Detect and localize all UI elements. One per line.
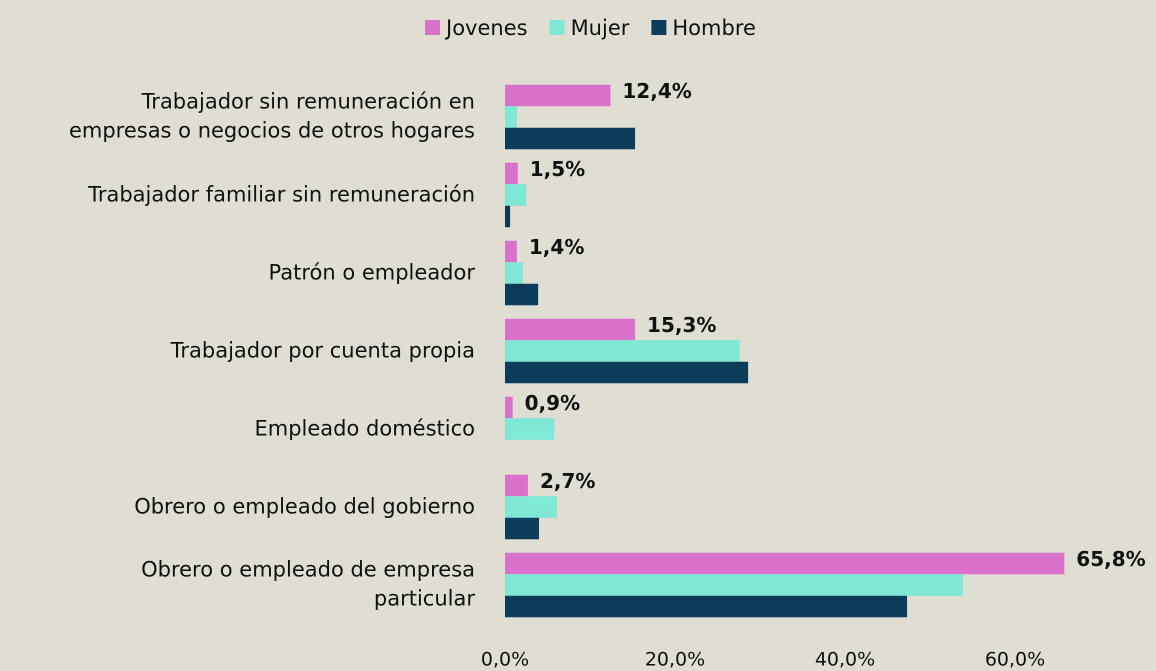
data-label: 1,5%	[530, 157, 585, 181]
bar	[505, 84, 611, 107]
x-tick-label: 0,0%	[481, 649, 529, 671]
bar	[505, 283, 539, 306]
bar	[505, 474, 528, 497]
y-tick-label: Trabajador por cuenta propia	[170, 338, 475, 363]
y-tick-label: Patrón o empleador	[268, 260, 476, 285]
legend-swatch	[425, 20, 440, 35]
bar	[505, 240, 517, 263]
x-tick-label: 20,0%	[645, 649, 705, 671]
bar	[505, 418, 555, 440]
y-tick-label: Trabajador sin remuneración en empresas …	[68, 89, 475, 143]
y-tick-label: Obrero o empleado del gobierno	[134, 494, 475, 519]
data-label: 65,8%	[1076, 547, 1145, 571]
bar	[505, 496, 557, 518]
legend-label: Hombre	[672, 16, 756, 40]
bar	[505, 262, 523, 284]
x-tick-label: 40,0%	[815, 649, 875, 671]
data-label: 15,3%	[647, 313, 716, 337]
data-label: 1,4%	[529, 235, 584, 259]
bar	[505, 574, 964, 596]
legend-label: Mujer	[571, 16, 630, 40]
legend-swatch	[651, 20, 667, 35]
bar	[505, 205, 511, 228]
bar	[505, 361, 749, 384]
bar	[505, 184, 527, 206]
y-tick-label: Obrero o empleado de empresa particular	[141, 557, 475, 611]
data-label: 12,4%	[622, 79, 691, 103]
y-tick-label: Trabajador familiar sin remuneración	[88, 182, 475, 207]
bar	[505, 396, 513, 419]
y-tick-label: Empleado doméstico	[254, 416, 476, 441]
bar	[505, 552, 1065, 575]
bar	[505, 162, 518, 185]
bar	[505, 340, 740, 362]
bar	[505, 127, 636, 150]
legend-swatch	[549, 20, 565, 35]
legend-label: Jovenes	[444, 16, 528, 40]
bar	[505, 106, 517, 128]
bar	[505, 318, 636, 341]
data-label: 2,7%	[540, 469, 595, 493]
data-label: 0,9%	[525, 391, 580, 415]
x-tick-label: 60,0%	[985, 649, 1045, 671]
bar	[505, 595, 908, 618]
bar	[505, 517, 539, 540]
